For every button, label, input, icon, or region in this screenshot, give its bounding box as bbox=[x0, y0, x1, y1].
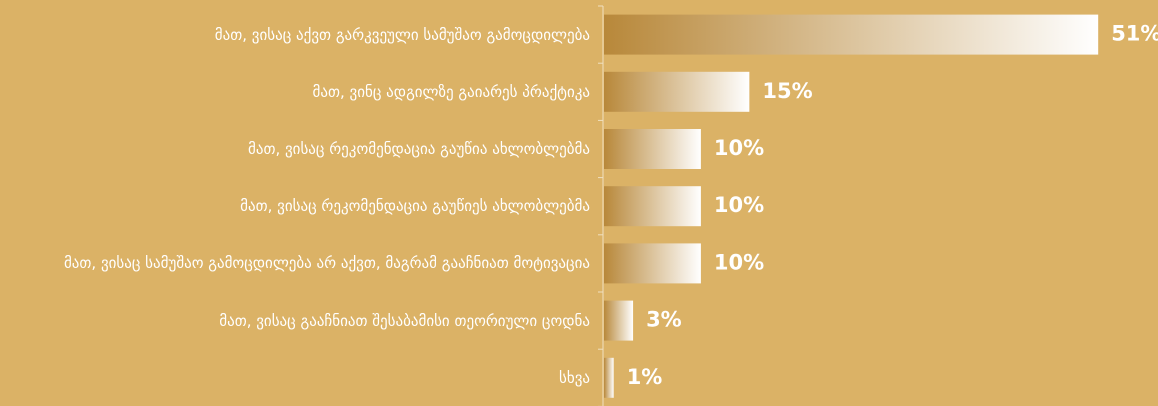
bar bbox=[604, 300, 634, 341]
bar bbox=[604, 357, 614, 398]
data-label: 10% bbox=[714, 136, 764, 160]
data-label: 15% bbox=[762, 79, 812, 103]
data-label: 1% bbox=[627, 365, 663, 389]
bar bbox=[604, 129, 701, 169]
category-label: მათ, ვისაც რეკომენდაცია გაუწიეს ახლობლებ… bbox=[240, 197, 590, 216]
category-label: მათ, ვინც ადგილზე გაიარეს პრაქტიკა bbox=[312, 82, 590, 101]
category-label: მათ, ვისაც რეკომენდაცია გაუწია ახლობლებმ… bbox=[247, 139, 590, 158]
category-label: მათ, ვისაც აქვთ გარკვეული სამუშაო გამოცდ… bbox=[214, 25, 590, 44]
bar bbox=[604, 243, 701, 284]
data-label: 51% bbox=[1111, 22, 1158, 46]
category-label: სხვა bbox=[559, 368, 590, 387]
category-label: მათ, ვისაც სამუშაო გამოცდილება არ აქვთ, … bbox=[63, 254, 590, 273]
data-label: 3% bbox=[646, 308, 682, 332]
data-label: 10% bbox=[714, 193, 764, 217]
category-label: მათ, ვისაც გააჩნიათ შესაბამისი თეორიული … bbox=[219, 311, 590, 330]
bar bbox=[604, 71, 750, 112]
data-label: 10% bbox=[714, 250, 764, 274]
bar bbox=[604, 186, 701, 227]
bar bbox=[604, 14, 1099, 55]
